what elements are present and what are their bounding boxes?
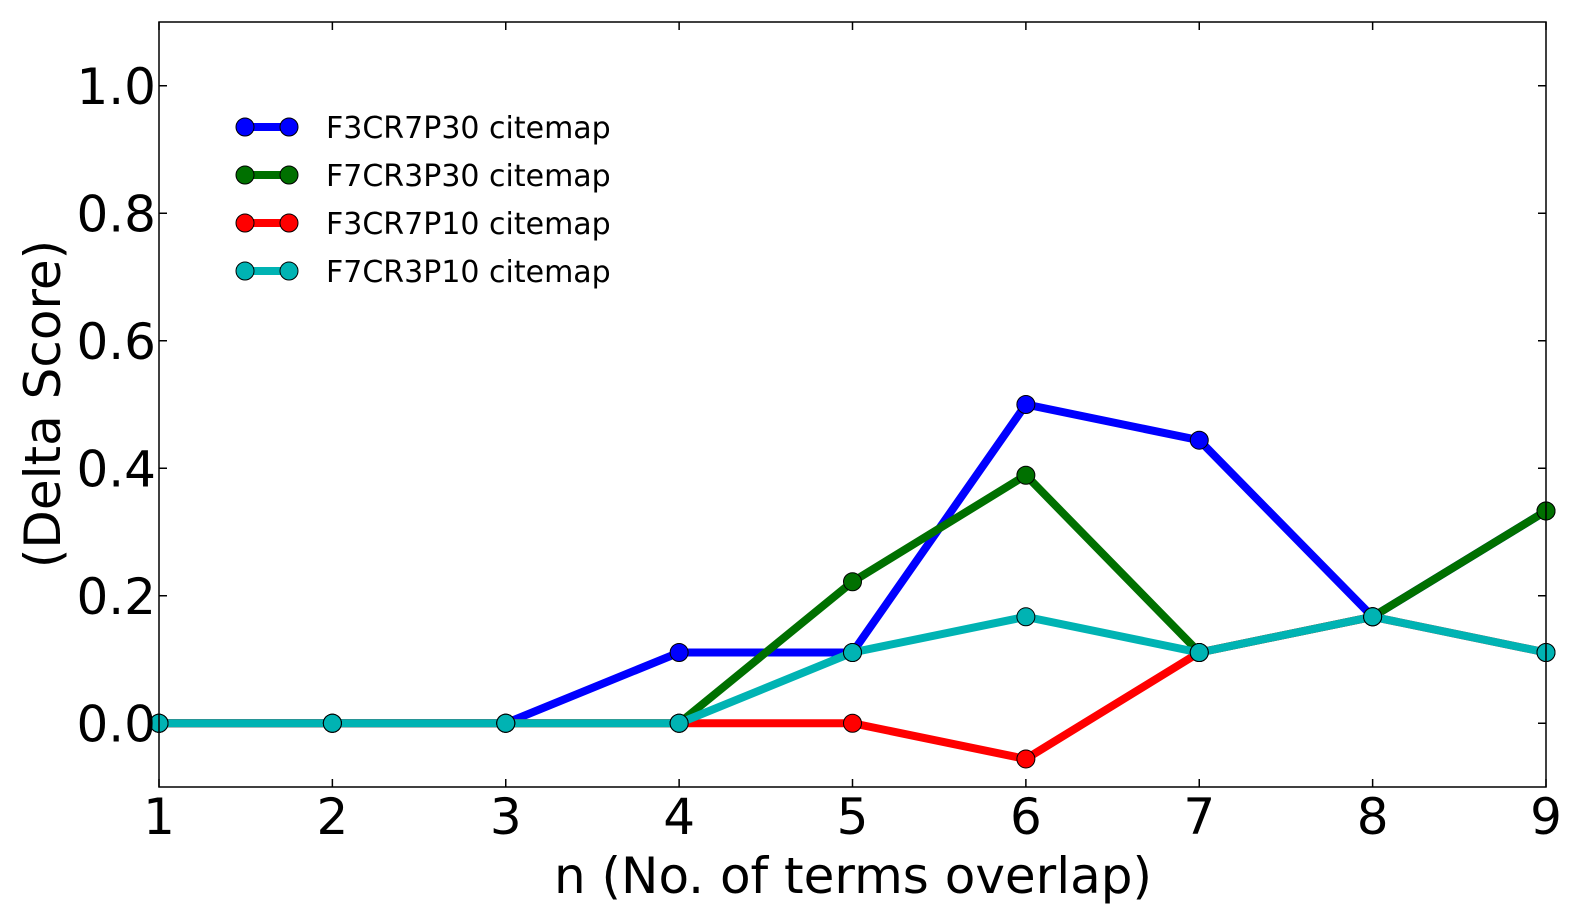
- x-tick-label: 4: [663, 788, 695, 846]
- data-point: [1189, 430, 1209, 450]
- x-tick-label: 5: [837, 788, 869, 846]
- x-tick-label: 7: [1183, 788, 1215, 846]
- x-tick-label: 6: [1010, 788, 1042, 846]
- data-point: [1363, 607, 1383, 627]
- x-tick-label: 8: [1357, 788, 1389, 846]
- legend-marker: [279, 117, 299, 137]
- data-point: [669, 713, 689, 733]
- data-point: [1016, 465, 1036, 485]
- legend-label: F7CR3P10 citemap: [326, 255, 611, 290]
- y-tick-label: 0.4: [76, 440, 156, 498]
- x-tick-label: 3: [490, 788, 522, 846]
- data-point: [1016, 749, 1036, 769]
- x-tick-label: 1: [143, 788, 175, 846]
- axis-ticks: [158, 22, 1547, 787]
- x-tick-label: 9: [1530, 788, 1562, 846]
- tick-labels: 1 2 3 4 5 6 7 8 9 0.0 0.2 0.4 0.6 0.8 1.0: [76, 58, 1561, 846]
- legend-label: F3CR7P30 citemap: [326, 111, 611, 146]
- plot-frame: [158, 21, 1547, 788]
- legend-marker: [235, 213, 255, 233]
- legend-marker: [235, 165, 255, 185]
- legend-label: F3CR7P10 citemap: [326, 207, 611, 242]
- data-point: [1016, 607, 1036, 627]
- data-point: [1016, 395, 1036, 414]
- legend-label: F7CR3P30 citemap: [326, 159, 611, 194]
- legend-marker: [235, 117, 255, 137]
- data-point: [843, 713, 862, 733]
- data-point: [843, 572, 862, 592]
- data-point: [1189, 642, 1209, 662]
- y-axis-label: (Delta Score): [14, 240, 72, 568]
- legend-marker: [235, 261, 255, 281]
- y-tick-label: 1.0: [76, 58, 156, 116]
- legend: F3CR7P30 citemap F7CR3P30 citemap F3CR7P10…: [235, 111, 611, 290]
- data-point: [322, 713, 342, 733]
- data-point: [669, 642, 689, 662]
- y-tick-label: 0.2: [76, 568, 156, 626]
- data-point: [843, 642, 862, 662]
- x-axis-label: n (No. of terms overlap): [554, 847, 1152, 905]
- y-tick-label: 0.8: [76, 185, 156, 243]
- y-tick-label: 0.0: [76, 695, 156, 753]
- legend-marker: [279, 165, 299, 185]
- y-tick-label: 0.6: [76, 313, 156, 371]
- legend-marker: [279, 261, 299, 281]
- legend-marker: [279, 213, 299, 233]
- x-tick-label: 2: [316, 788, 348, 846]
- data-point: [496, 713, 516, 733]
